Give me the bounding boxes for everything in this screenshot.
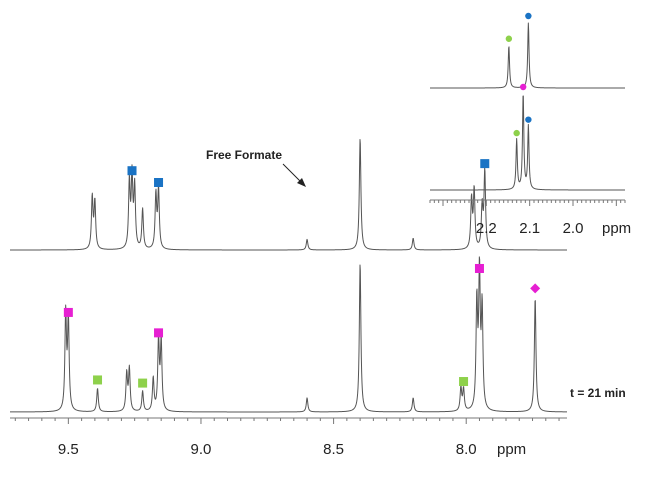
inset-peak-marker-1-2 (525, 12, 532, 20)
inset-axis-title: ppm (602, 220, 631, 237)
main-tick-label: 9.5 (58, 441, 79, 458)
main-tick-label: 8.5 (323, 441, 344, 458)
inset-peak-marker-2-3 (525, 116, 532, 123)
inset-ppm-axis: 2.2 2.1 2.0 ppm (429, 199, 631, 237)
inset-peak-marker-2-2 (519, 83, 527, 91)
inset-spectrum-2 (429, 83, 626, 191)
inset-tick-label: 2.1 (519, 220, 540, 237)
main-peak-marker-2-6 (138, 378, 148, 388)
main-peak-marker-1-4 (127, 166, 137, 176)
inset-peak-marker-2-1 (513, 129, 520, 137)
main-peak-marker-1-15 (480, 159, 490, 169)
inset-spectrum-1 (429, 12, 626, 89)
inset-tick-label: 2.2 (476, 220, 497, 237)
free-formate-annotation: Free Formate (206, 148, 282, 162)
main-axis-title: ppm (497, 441, 526, 458)
main-tick-label: 8.0 (456, 441, 477, 458)
main-peak-marker-2-8 (154, 328, 164, 338)
inset-spectrum-line-2 (429, 95, 626, 191)
main-tick-label: 9.0 (191, 441, 212, 458)
main-peak-marker-2-18 (530, 283, 541, 294)
main-spectra (9, 139, 568, 413)
time-label: t = 21 min (570, 386, 626, 400)
main-peak-marker-1-8 (154, 178, 164, 187)
main-spectrum-1 (9, 139, 568, 251)
free-formate-arrow (282, 163, 306, 187)
main-spectrum-line-1 (9, 139, 568, 251)
main-peak-marker-2-16 (474, 263, 484, 273)
inset-tick-label: 2.0 (563, 220, 584, 237)
main-peak-marker-2-14 (459, 377, 469, 387)
inset-peak-marker-1-1 (505, 35, 513, 42)
main-peak-marker-2-3 (93, 375, 103, 385)
inset-spectra (429, 12, 626, 191)
main-peak-marker-2-2 (63, 307, 73, 317)
main-spectrum-line-2 (9, 256, 568, 413)
inset-spectrum-line-1 (429, 22, 626, 89)
main-spectrum-2 (9, 256, 568, 413)
main-ppm-axis: 9.5 9.0 8.5 8.0 ppm (10, 417, 567, 458)
